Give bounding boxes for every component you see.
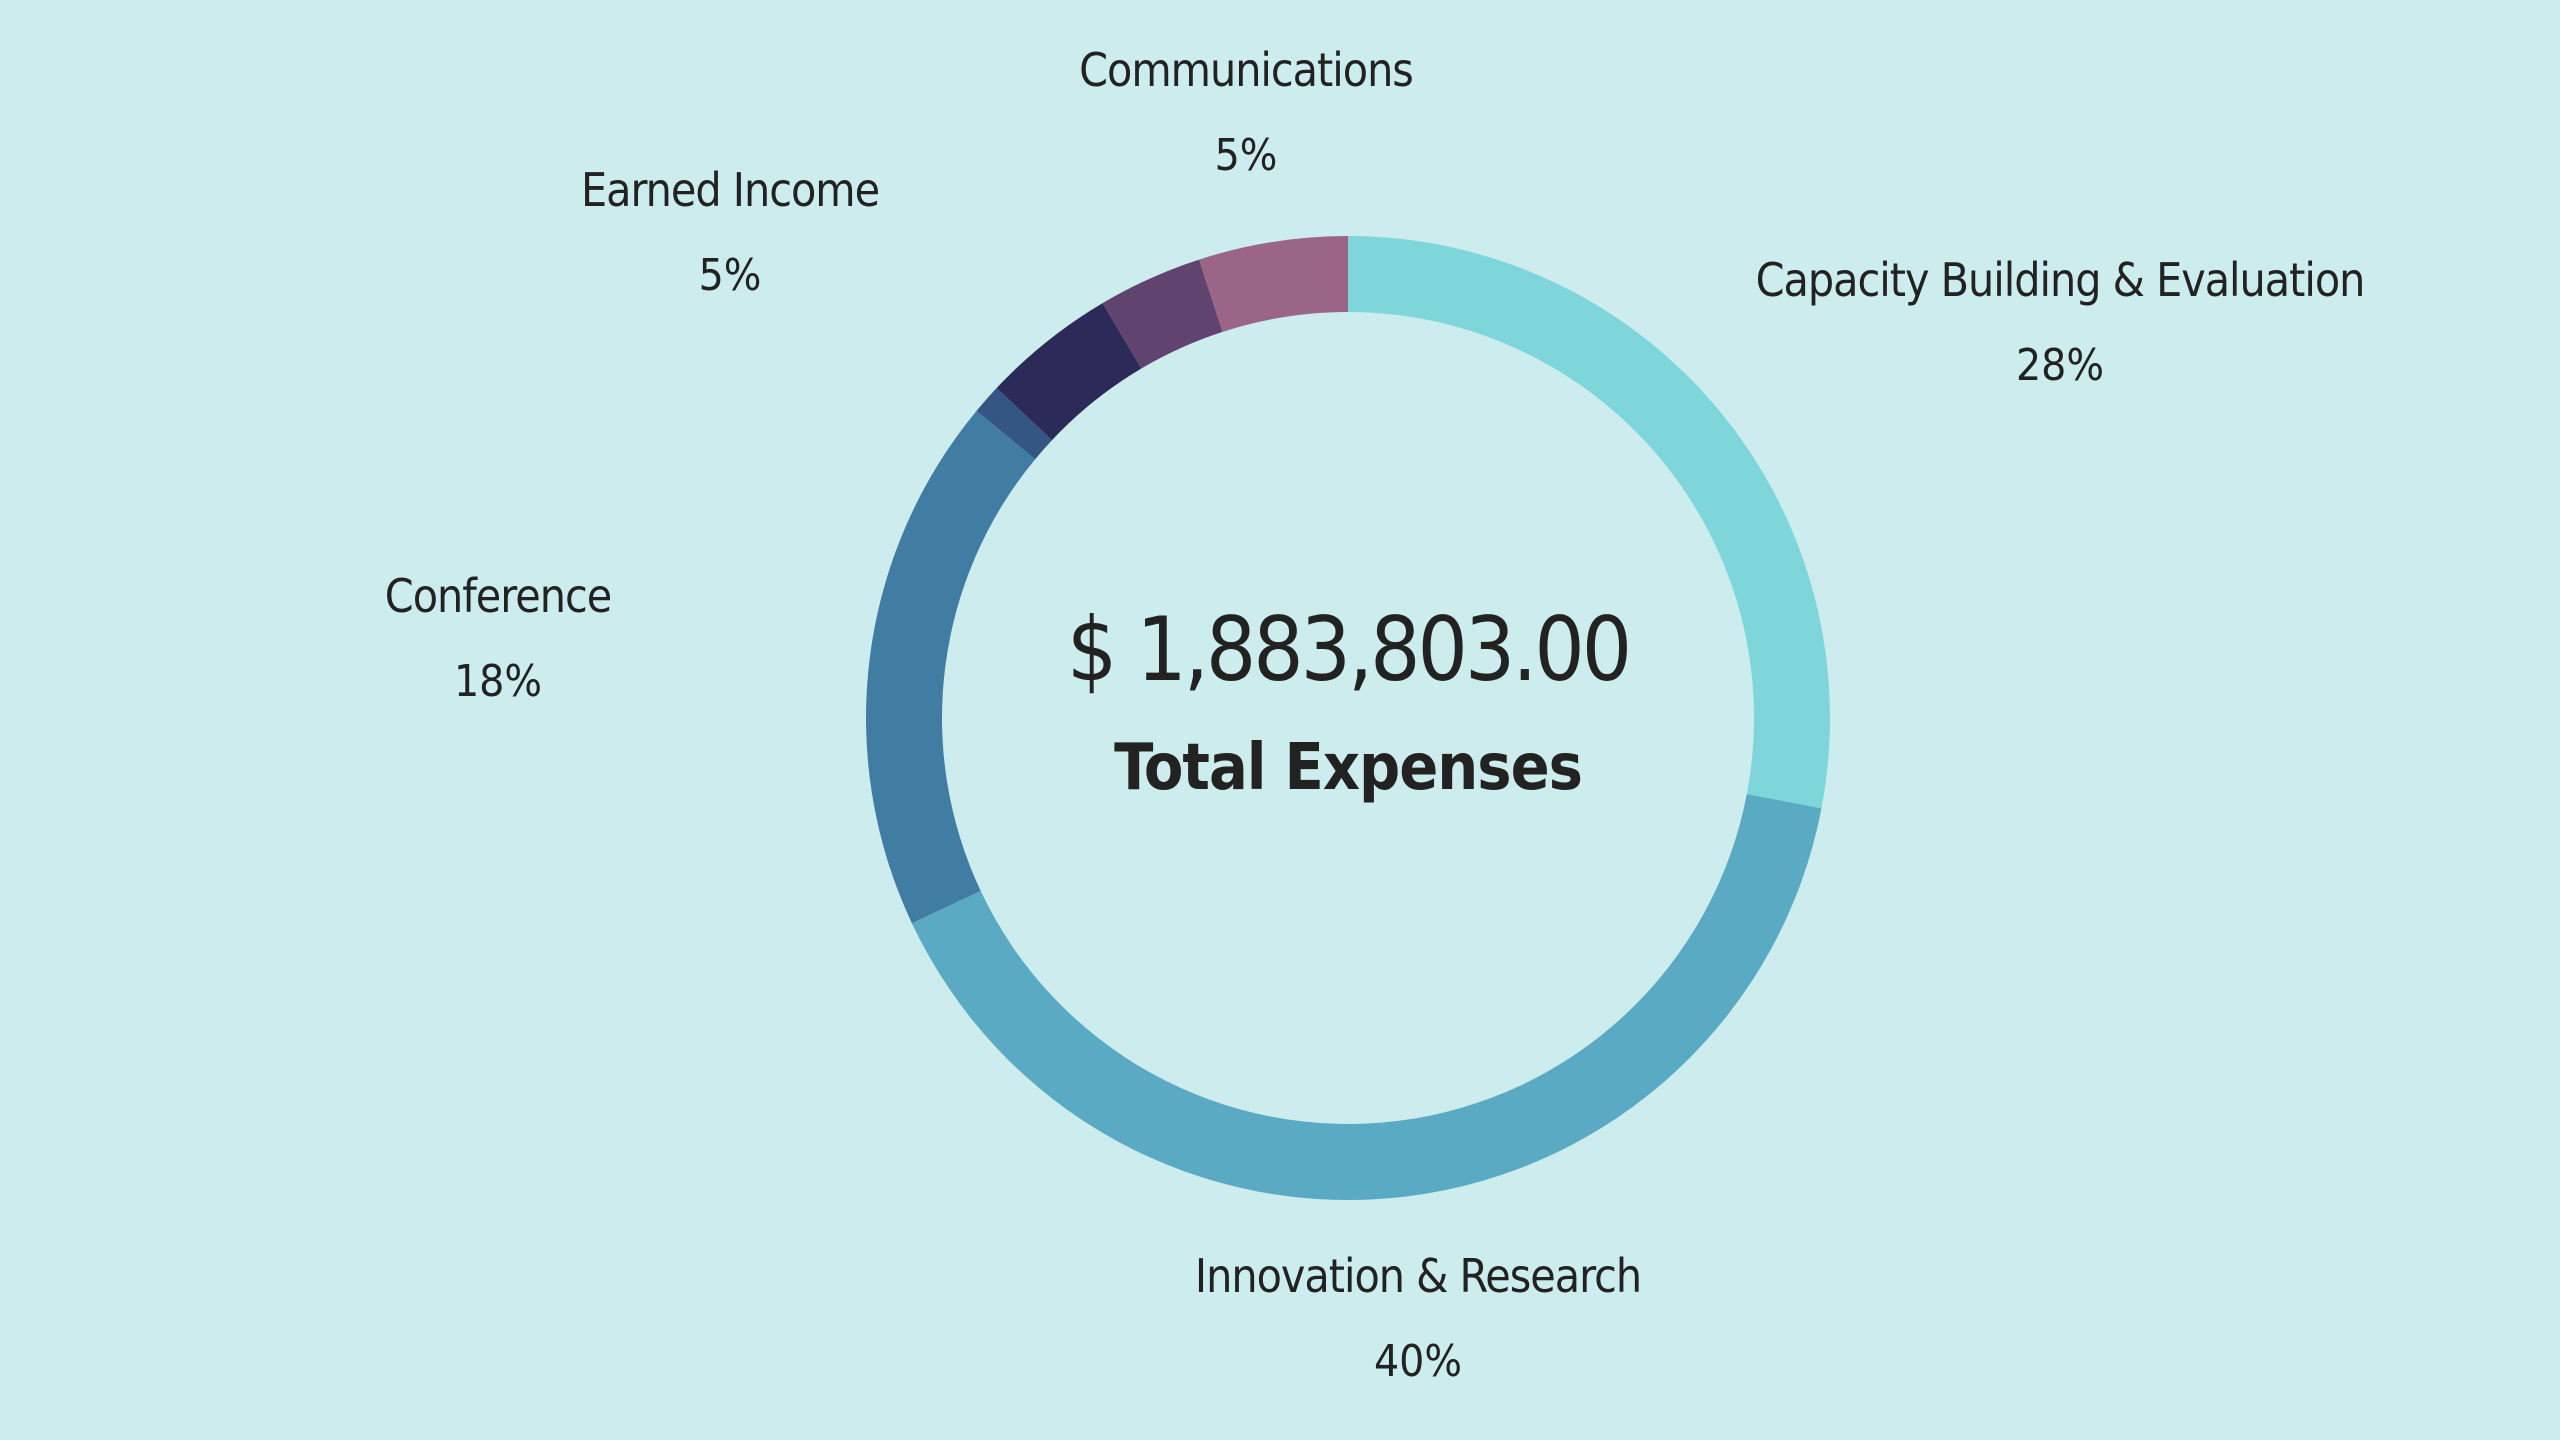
- donut-slice-earned-income: [1102, 259, 1223, 369]
- slice-percent-innovation-research: 40%: [1374, 1336, 1462, 1387]
- slice-name-innovation-research: Innovation & Research: [1194, 1249, 1642, 1303]
- donut-center: $ 1,883,803.00 Total Expenses: [1048, 600, 1648, 808]
- slice-percent-earned-income: 5%: [698, 250, 762, 301]
- label-innovation-research: Innovation & Research 40%: [1068, 1248, 1768, 1390]
- slice-percent-capacity-building: 28%: [2016, 340, 2104, 391]
- slice-percent-conference: 18%: [454, 656, 542, 707]
- donut-slice-innovation-research: [911, 794, 1822, 1200]
- label-communications: Communications 5%: [896, 42, 1596, 184]
- donut-slice-communications: [1199, 236, 1348, 332]
- label-capacity-building: Capacity Building & Evaluation 28%: [1710, 252, 2410, 394]
- donut-slice-conference: [866, 410, 1036, 924]
- slice-name-conference: Conference: [384, 569, 612, 623]
- total-expenses-amount: $ 1,883,803.00: [1066, 598, 1632, 701]
- slice-name-capacity-building: Capacity Building & Evaluation: [1755, 253, 2366, 307]
- label-earned-income: Earned Income 5%: [380, 162, 1080, 304]
- slice-percent-communications: 5%: [1214, 130, 1278, 181]
- label-conference: Conference 18%: [148, 568, 848, 710]
- total-expenses-label: Total Expenses: [1114, 731, 1583, 805]
- donut-slice-unlabeled-4: [996, 303, 1142, 441]
- donut-slice-unlabeled-3: [976, 388, 1053, 460]
- slice-name-communications: Communications: [1079, 43, 1414, 97]
- slice-name-earned-income: Earned Income: [580, 163, 880, 217]
- donut-slice-capacity-building-evaluation: [1348, 236, 1830, 809]
